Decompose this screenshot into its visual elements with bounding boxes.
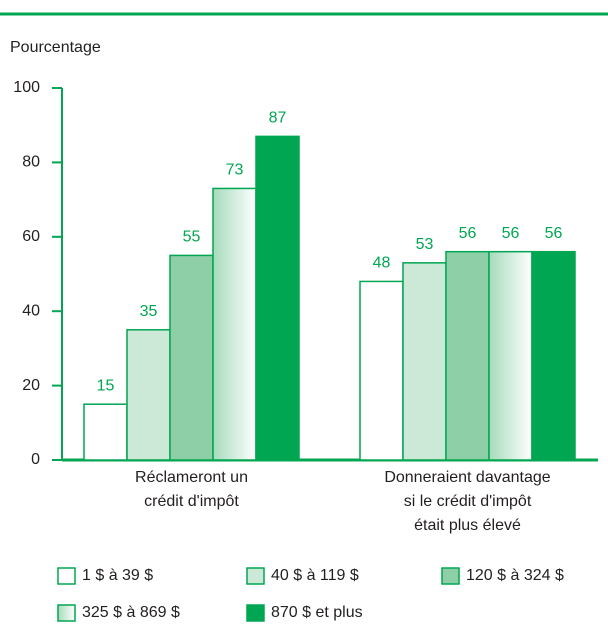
bar — [445, 250, 490, 461]
x-tick-label: Réclameront un — [135, 469, 248, 486]
y-tick-label: 60 — [22, 228, 40, 245]
legend-swatch — [57, 567, 76, 585]
legend-label: 40 $ à 119 $ — [271, 567, 359, 584]
bar — [531, 250, 576, 461]
value-label: 56 — [502, 225, 520, 242]
x-tick-label: Donneraient davantage — [384, 469, 550, 486]
legend-label: 1 $ à 39 $ — [82, 567, 153, 584]
legend-swatch — [57, 604, 76, 622]
value-label: 15 — [97, 377, 115, 394]
value-label: 53 — [416, 236, 434, 253]
value-label: 87 — [269, 110, 287, 127]
bar — [402, 262, 447, 461]
bar — [359, 280, 404, 461]
y-tick-label: 100 — [13, 79, 40, 96]
y-tick-label: 40 — [22, 302, 40, 319]
value-label: 73 — [226, 162, 244, 179]
value-label: 35 — [140, 303, 158, 320]
bar — [212, 187, 257, 461]
bar — [83, 403, 128, 461]
x-tick-label: était plus élevé — [414, 517, 521, 534]
x-tick-label: crédit d'impôt — [144, 493, 239, 510]
bar — [169, 254, 214, 461]
value-label: 56 — [545, 225, 563, 242]
bar — [255, 135, 300, 461]
legend-label: 325 $ à 869 $ — [82, 604, 180, 621]
value-label: 48 — [373, 255, 391, 272]
bar — [488, 250, 533, 461]
legend-swatch — [246, 604, 265, 622]
x-tick-label: si le crédit d'impôt — [404, 493, 532, 510]
value-label: 55 — [183, 229, 201, 246]
y-tick-label: 80 — [22, 154, 40, 171]
legend-swatch — [246, 567, 265, 585]
legend-label: 120 $ à 324 $ — [466, 567, 564, 584]
y-axis-label: Pourcentage — [10, 39, 101, 56]
y-tick-label: 0 — [31, 451, 40, 468]
y-tick-label: 20 — [22, 377, 40, 394]
legend-label: 870 $ et plus — [271, 604, 363, 621]
bar — [126, 329, 171, 461]
legend-swatch — [441, 567, 460, 585]
value-label: 56 — [459, 225, 477, 242]
